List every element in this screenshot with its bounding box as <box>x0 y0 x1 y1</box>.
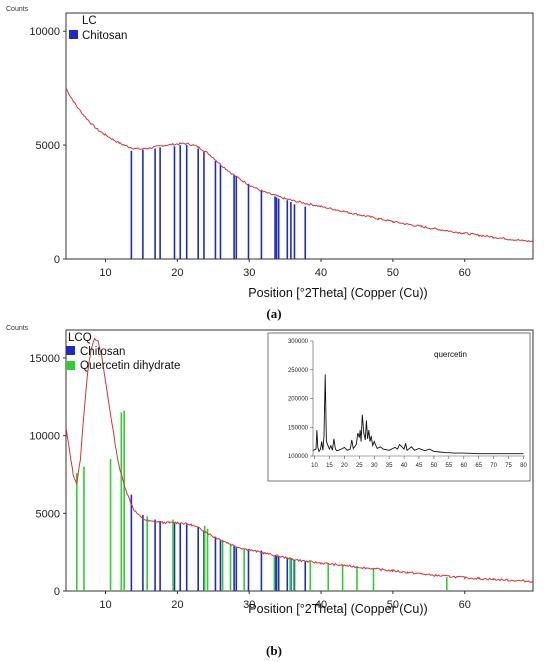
inset-x-tick-label: 60 <box>460 463 467 469</box>
x-tick-label: 40 <box>315 267 327 279</box>
chart-a-legend-sample: LC <box>82 15 97 27</box>
chart-b: Counts 0 5000 10000 15000 10 20 30 40 50 60 LCQ … <box>6 325 534 658</box>
chart-b-reference-sticks <box>75 410 448 591</box>
y-tick-label: 5000 <box>36 140 60 152</box>
y-tick-label: 15000 <box>29 353 60 365</box>
y-tick-label: 10000 <box>29 431 60 443</box>
inset-y-tick-label: 250000 <box>288 368 309 374</box>
chart-a-legend-chitosan: Chitosan <box>82 30 127 42</box>
inset-x-tick-label: 45 <box>416 463 423 469</box>
y-tick-label: 0 <box>54 254 60 266</box>
x-tick-label: 50 <box>387 599 399 611</box>
chart-b-inset-quercetin-pattern <box>312 374 524 455</box>
chart-a-x-axis: 10 20 30 40 50 60 <box>99 259 471 279</box>
x-tick-label: 10 <box>99 599 111 611</box>
inset-x-tick-label: 40 <box>401 463 408 469</box>
inset-x-tick-label: 70 <box>490 463 497 469</box>
chart-a-y-axis: 0 5000 10000 <box>29 26 66 266</box>
x-tick-label: 20 <box>171 267 183 279</box>
chart-b-caption: (b) <box>266 643 282 658</box>
chart-a-chitosan-sticks <box>130 145 307 259</box>
chart-b-legend-chitosan-swatch <box>66 346 75 355</box>
chart-b-inset-x-axis: 10 15 20 25 30 35 40 45 50 55 60 65 70 75 80 <box>311 456 528 469</box>
inset-x-tick-label: 10 <box>311 463 318 469</box>
y-tick-label: 5000 <box>36 508 60 520</box>
chart-a-legend: LC Chitosan <box>69 15 127 42</box>
inset-x-tick-label: 80 <box>520 463 527 469</box>
inset-x-tick-label: 50 <box>431 463 438 469</box>
x-tick-label: 20 <box>171 599 183 611</box>
inset-x-tick-label: 20 <box>341 463 348 469</box>
inset-x-tick-label: 65 <box>475 463 482 469</box>
chart-a-x-label: Position [°2Theta] (Copper (Cu)) <box>248 286 427 300</box>
inset-y-tick-label: 300000 <box>288 339 309 345</box>
x-tick-label: 10 <box>99 267 111 279</box>
chart-b-legend-quercetin: Quercetin dihydrate <box>80 360 180 372</box>
x-tick-label: 60 <box>459 599 471 611</box>
x-tick-label: 60 <box>459 267 471 279</box>
x-tick-label: 40 <box>315 599 327 611</box>
chart-b-counts-label: Counts <box>6 325 29 332</box>
inset-x-tick-label: 30 <box>371 463 378 469</box>
chart-a-diffraction-pattern <box>65 87 534 243</box>
chart-b-inset: 100000 150000 200000 250000 300000 10 15 20 25 3… <box>267 332 531 482</box>
chart-a-legend-chitosan-swatch <box>69 30 78 39</box>
chart-a: Counts 0 5000 10000 10 20 30 40 50 60 LC Chitos… <box>6 6 534 321</box>
inset-x-tick-label: 75 <box>505 463 512 469</box>
inset-y-tick-label: 150000 <box>288 425 309 431</box>
y-tick-label: 0 <box>54 586 60 598</box>
chart-a-counts-label: Counts <box>6 6 29 13</box>
x-tick-label: 30 <box>243 267 255 279</box>
inset-x-tick-label: 15 <box>326 463 333 469</box>
inset-y-tick-label: 200000 <box>288 397 309 403</box>
inset-y-tick-label: 100000 <box>288 454 309 460</box>
inset-x-tick-label: 25 <box>356 463 363 469</box>
chart-b-inset-title: quercetin <box>434 350 467 359</box>
x-tick-label: 30 <box>243 599 255 611</box>
chart-b-inset-y-axis: 100000 150000 200000 250000 300000 <box>288 339 313 460</box>
chart-b-legend-chitosan: Chitosan <box>80 346 125 358</box>
chart-b-x-label: Position [°2Theta] (Copper (Cu)) <box>248 602 427 616</box>
x-tick-label: 50 <box>387 267 399 279</box>
inset-x-tick-label: 55 <box>446 463 453 469</box>
chart-b-legend-sample: LCQ <box>68 332 92 344</box>
chart-a-caption: (a) <box>266 306 281 321</box>
chart-b-legend-quercetin-swatch <box>66 361 75 370</box>
y-tick-label: 10000 <box>29 26 60 38</box>
chart-b-inset-frame <box>267 332 531 482</box>
chart-b-diffraction-pattern <box>65 337 534 583</box>
chart-b-legend: LCQ Chitosan Quercetin dihydrate <box>66 332 180 372</box>
chart-b-x-axis: 10 20 30 40 50 60 <box>99 591 471 611</box>
inset-x-tick-label: 35 <box>386 463 393 469</box>
chart-b-y-axis: 0 5000 10000 15000 <box>29 353 66 598</box>
chart-a-plot-frame <box>65 12 534 260</box>
